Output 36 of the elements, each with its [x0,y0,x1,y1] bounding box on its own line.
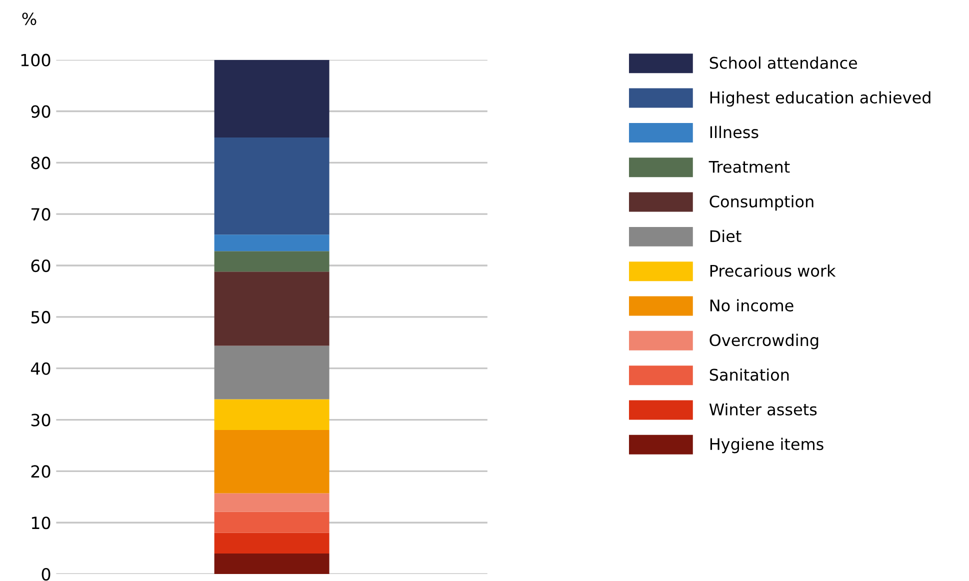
bar [214,553,330,574]
legend-label: Highest education achieved [710,91,930,107]
legend-label: Winter assets [709,403,817,416]
legend-label: Illness [710,126,758,138]
legend-label: School attendance [710,56,858,69]
y-tick-label: 80 [31,156,50,170]
legend-label: Overcrowding [710,334,818,350]
y-tick-label: 50 [31,310,50,324]
y-axis-title: % [22,12,36,26]
legend-label: Treatment [708,161,790,173]
legend-label: Hygiene items [710,438,824,454]
y-tick-label: 60 [31,259,50,272]
y-tick-label: 30 [31,414,50,426]
y-tick-label: 0 [42,568,50,581]
bar [214,493,330,512]
y-tick-label: 90 [31,105,50,118]
bar [214,399,330,430]
y-tick-label: 40 [30,362,50,375]
bar [214,60,330,138]
bar [214,272,330,346]
bar [214,532,330,554]
legend-label: Precarious work [710,264,836,277]
bar [214,512,330,533]
y-tick-label: 70 [32,208,50,221]
bar [214,234,330,252]
bar [214,430,330,494]
legend-label: Sanitation [710,368,789,381]
y-tick-label: 100 [21,54,50,66]
legend-label: Consumption [710,195,814,211]
legend-label: Diet [710,230,742,242]
bar [214,251,330,272]
bar [214,137,330,235]
bar [214,346,330,400]
y-tick-label: 10 [32,516,50,530]
legend-label: No income [710,299,794,312]
y-tick-label: 20 [31,465,50,478]
